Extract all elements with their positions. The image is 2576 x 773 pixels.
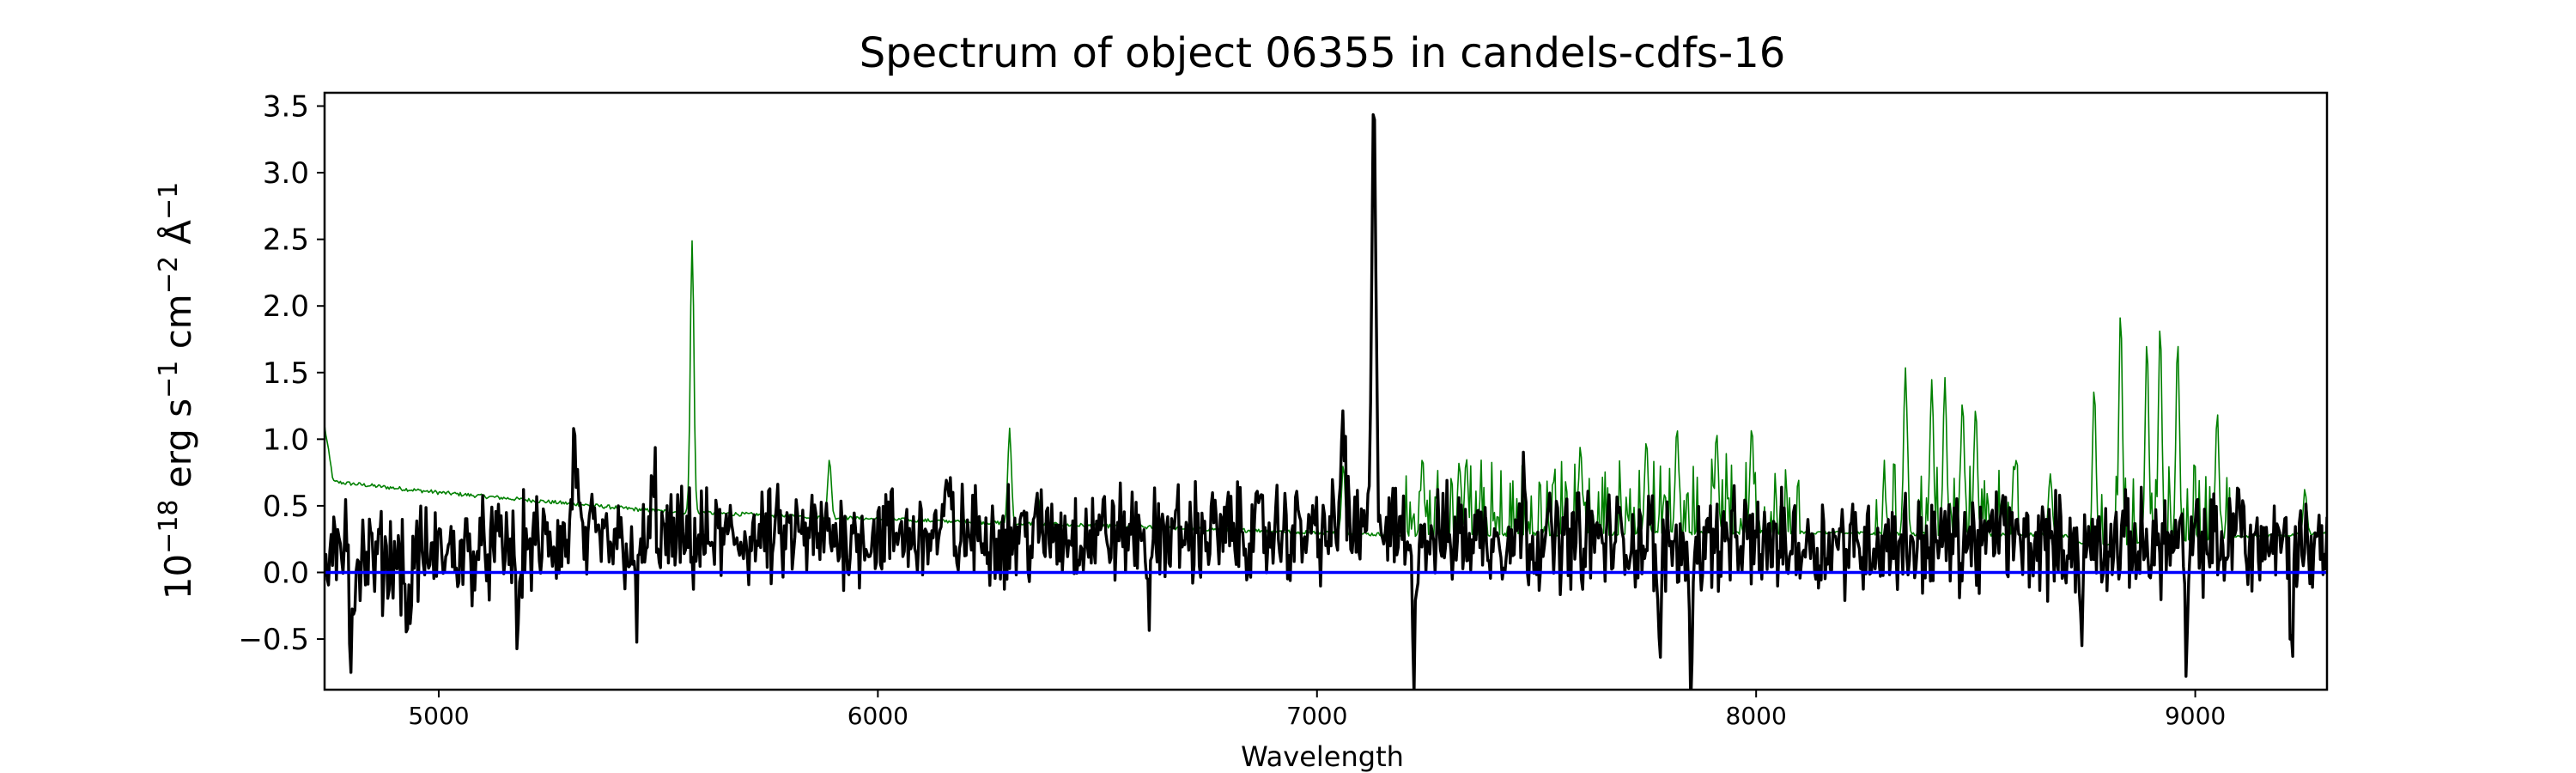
x-tick-label: 8000 (1726, 702, 1787, 730)
plot-area (325, 113, 2327, 690)
y-tick-label: 1.0 (263, 423, 309, 457)
y-axis-label: 10−18 erg s−1 cm−2 Å−1 (154, 182, 199, 600)
y-tick-label: 0.0 (263, 556, 309, 590)
y-label-base: 10 (157, 554, 199, 600)
y-tick-label: −0.5 (238, 623, 309, 657)
x-axis-label: Wavelength (1241, 740, 1404, 773)
y-label-erg: erg s (157, 399, 199, 500)
y-label-ang: Å (156, 220, 199, 256)
plot-frame (323, 91, 2329, 691)
y-tick-label: 3.0 (263, 156, 309, 191)
x-tick-label: 5000 (408, 702, 469, 730)
y-tick-label: 0.5 (263, 490, 309, 524)
y-tick-label: 2.5 (263, 223, 309, 258)
sky-spectrum-line (325, 240, 2327, 549)
y-label-cm: cm (157, 294, 199, 360)
chart-title: Spectrum of object 06355 in candels-cdfs… (860, 29, 1786, 77)
y-axis: −0.5 0.0 0.5 1.0 1.5 2.0 2.5 3.0 3.5 (238, 90, 325, 657)
object-spectrum-line (325, 113, 2327, 690)
x-axis: 5000 6000 7000 8000 9000 (408, 690, 2226, 730)
y-label-s-exp: −1 (154, 361, 184, 399)
y-label-ang-exp: −1 (154, 182, 184, 220)
y-label-cm-exp: −2 (154, 256, 184, 294)
y-tick-label: 3.5 (263, 90, 309, 125)
x-tick-label: 9000 (2165, 702, 2226, 730)
x-tick-label: 7000 (1286, 702, 1347, 730)
y-tick-label: 1.5 (263, 356, 309, 391)
y-tick-label: 2.0 (263, 289, 309, 324)
y-label-base-exp: −18 (154, 500, 184, 554)
x-tick-label: 6000 (848, 702, 908, 730)
